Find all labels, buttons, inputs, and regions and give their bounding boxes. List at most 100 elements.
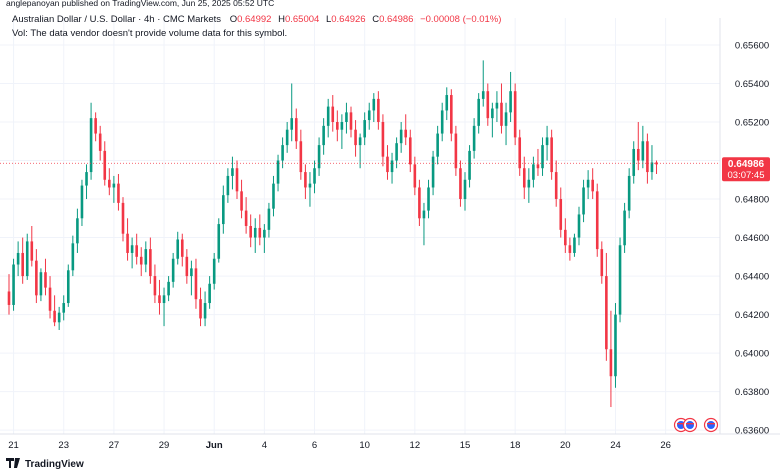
candle-body [459, 168, 462, 200]
candle-body [121, 202, 125, 234]
candle-bullish [504, 102, 508, 146]
event-icons[interactable] [673, 417, 719, 433]
candle-bearish [139, 247, 143, 277]
candle-body [222, 195, 225, 225]
candle-body [294, 118, 298, 142]
candle-body [468, 150, 471, 180]
candle-bullish [208, 276, 211, 309]
y-tick-label: 0.64200 [735, 310, 769, 321]
candle-body [240, 191, 243, 211]
candle-body [509, 91, 512, 113]
candle-bearish [249, 214, 252, 248]
candle-bearish [559, 187, 563, 238]
candle-bearish [655, 160, 658, 174]
candle-bearish [94, 112, 97, 142]
candle-body [126, 233, 129, 253]
candle-body [85, 172, 88, 186]
candle-body [527, 179, 531, 188]
candle-body [226, 175, 230, 196]
candle-body [235, 168, 239, 192]
candle-body [244, 210, 248, 226]
economic-event-icon[interactable] [682, 417, 698, 433]
candle-bullish [66, 264, 70, 307]
candle-body [504, 112, 508, 126]
x-tick-label: 15 [460, 440, 471, 451]
candle-bullish [427, 179, 430, 219]
candle-bullish [276, 154, 280, 192]
candle-bullish [440, 102, 444, 142]
candle-body [158, 295, 161, 304]
candle-bullish [390, 152, 394, 184]
candle-body [545, 137, 549, 146]
candle-body [176, 239, 180, 259]
candle-bullish [573, 233, 576, 257]
candle-bullish [481, 60, 485, 107]
candle-body [167, 281, 170, 296]
price-axis[interactable]: 0.63600 0.63800 0.64000 0.64200 0.64400 0.646… [735, 40, 769, 436]
candle-body [112, 183, 116, 188]
candle-body [48, 287, 52, 311]
candle-bullish [203, 291, 207, 327]
y-tick-label: 0.63600 [735, 426, 769, 437]
candle-body [208, 283, 211, 304]
candle-body [349, 112, 353, 130]
candle-body [57, 312, 61, 323]
candle-bullish [527, 168, 531, 203]
time-axis[interactable]: 21 23 27 29 Jun 4 6 10 12 15 18 20 24 26 [8, 440, 671, 451]
candle-body [299, 141, 303, 173]
candle-bearish [7, 274, 11, 315]
candle-body [199, 299, 202, 319]
candle-bearish [135, 233, 138, 265]
candle-body [53, 310, 56, 323]
ohlc-low-label: L [326, 14, 331, 25]
candle-bullish [641, 125, 645, 169]
candle-body [655, 162, 658, 165]
candle-bullish [326, 98, 330, 138]
candle-bearish [450, 89, 453, 142]
current-price-tag: 0.64986 03:07:45 [722, 157, 770, 182]
candle-bullish [71, 235, 75, 277]
candle-body [408, 137, 412, 165]
candle-body [627, 175, 631, 211]
candle-body [153, 276, 157, 296]
candle-body [605, 276, 608, 350]
candle-bullish [162, 287, 166, 327]
candle-body [39, 272, 43, 296]
candle-body [317, 145, 321, 169]
candle-body [614, 314, 617, 377]
candle-body [12, 264, 15, 305]
candle-body [495, 102, 499, 109]
candle-bullish [618, 237, 622, 323]
candle-body [418, 187, 421, 219]
price-tag-background [722, 157, 770, 182]
x-tick-label: 23 [58, 440, 69, 451]
candle-bullish [472, 118, 476, 159]
candle-body [44, 272, 47, 288]
candle-body [386, 156, 389, 173]
candle-body [117, 183, 120, 203]
candle-body [450, 95, 453, 134]
ohlc-low-value: 0.64926 [331, 14, 365, 25]
economic-event-icon[interactable] [703, 417, 719, 433]
candle-body [203, 303, 207, 319]
candle-body [445, 95, 449, 111]
candle-body [395, 143, 398, 161]
candle-body [641, 141, 645, 161]
candle-bearish [44, 258, 47, 296]
candle-bearish [595, 183, 599, 257]
candle-body [30, 241, 34, 261]
candle-body [623, 210, 626, 246]
candle-bearish [536, 148, 540, 176]
candle-body [253, 227, 257, 238]
candle-body [212, 258, 216, 284]
candle-bullish [308, 172, 312, 207]
candle-body [345, 112, 348, 122]
candle-bearish [381, 114, 385, 167]
candle-bullish [25, 233, 29, 280]
candle-body [180, 239, 184, 257]
candle-body [646, 141, 649, 173]
candle-bullish [436, 125, 439, 165]
candle-body [427, 187, 430, 211]
candle-bearish [126, 218, 129, 261]
